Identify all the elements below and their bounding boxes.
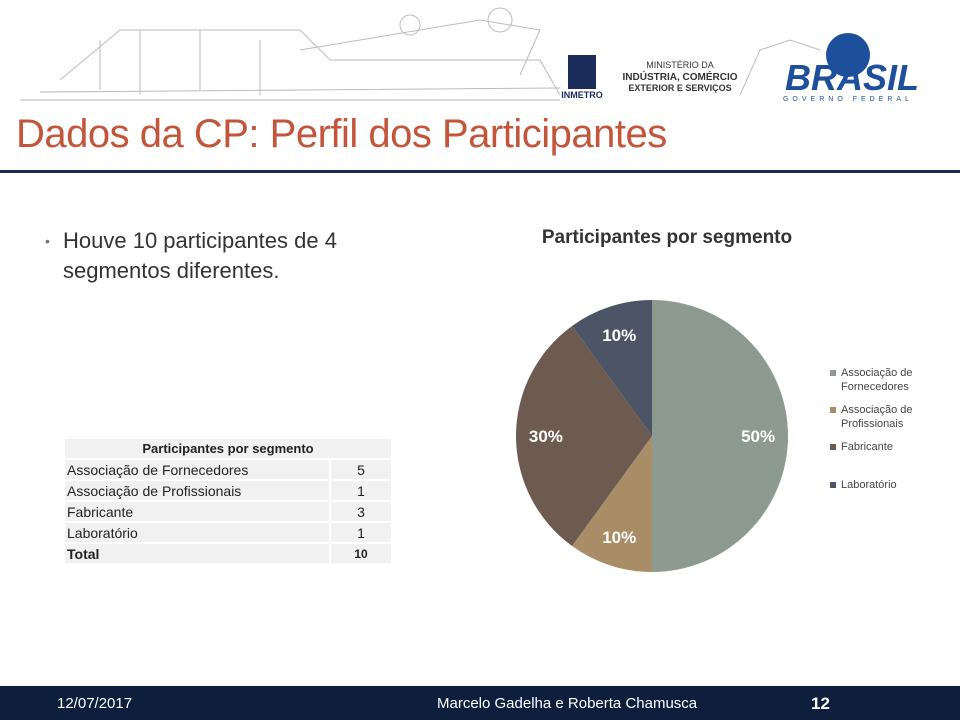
inmetro-text: INMETRO	[561, 90, 603, 100]
table-title: Participantes por segmento	[63, 437, 393, 460]
legend-label: Laboratório	[841, 479, 897, 491]
ministry-line: EXTERIOR E SERVIÇOS	[628, 83, 731, 93]
pie-slice	[572, 300, 652, 436]
data-label: 10%	[602, 326, 636, 345]
table-row: Fabricante 3	[63, 500, 393, 523]
segment-cell: Total	[63, 542, 331, 565]
footer-date: 12/07/2017	[57, 695, 133, 712]
count-cell: 1	[329, 521, 393, 544]
legend-swatch	[830, 444, 836, 450]
governo-text: GOVERNO FEDERAL	[783, 96, 913, 103]
count-cell: 3	[329, 500, 393, 523]
title-rule	[0, 170, 960, 173]
legend-label: Associação de Fornecedores	[841, 367, 913, 393]
segment-cell: Associação de Profissionais	[63, 479, 331, 502]
table-row: Associação de Profissionais 1	[63, 479, 393, 502]
pie-slice	[516, 325, 652, 547]
data-label: 30%	[529, 427, 563, 446]
legend-label: Fabricante	[841, 441, 893, 453]
legend-item: Associação de Profissionais	[830, 403, 949, 431]
bullet-text: Houve 10 participantes de 4 segmentos di…	[63, 228, 337, 283]
legend-item: Laboratório	[830, 478, 949, 492]
legend-swatch	[830, 407, 836, 413]
page-number: 12	[811, 694, 830, 713]
count-cell: 1	[329, 479, 393, 502]
pie-slice	[652, 300, 788, 572]
data-label: 10%	[602, 528, 636, 547]
legend-item: Associação de Fornecedores	[830, 366, 949, 394]
brasil-text: BRASIL	[785, 57, 919, 98]
legend-item: Fabricante	[830, 440, 949, 454]
legend-label: Associação de Profissionais	[841, 404, 913, 430]
count-cell: 5	[329, 458, 393, 481]
table-body: Associação de Fornecedores 5 Associação de…	[63, 458, 393, 565]
table: Participantes por segmento Associação de…	[63, 437, 393, 565]
chart-title: Participantes por segmento	[542, 227, 792, 248]
segment-cell: Fabricante	[63, 500, 331, 523]
bullet-dot: •	[45, 233, 50, 249]
table-row: Total 10	[63, 542, 393, 565]
slide-title: Dados da CP: Perfil dos Participantes	[16, 112, 667, 156]
header-art: INMETRO MINISTÉRIO DA INDÚSTRIA, COMÉRCI…	[20, 7, 919, 103]
segment-cell: Associação de Fornecedores	[63, 458, 331, 481]
footer-authors: Marcelo Gadelha e Roberta Chamusca	[437, 695, 698, 712]
count-cell: 10	[329, 542, 393, 565]
ministry-line: MINISTÉRIO DA	[646, 60, 714, 70]
brasil-globe	[826, 33, 870, 77]
footer: 12/07/2017 Marcelo Gadelha e Roberta Cha…	[0, 686, 960, 720]
legend-swatch	[830, 370, 836, 376]
inmetro-logo	[568, 55, 596, 89]
legend-swatch	[830, 482, 836, 488]
pie-slice	[572, 436, 652, 572]
segment-cell: Laboratório	[63, 521, 331, 544]
pie-chart: Participantes por segmento 50% 10% 30% 10%	[516, 227, 792, 572]
table-row: Laboratório 1	[63, 521, 393, 544]
table-row: Associação de Fornecedores 5	[63, 458, 393, 481]
data-label: 50%	[741, 427, 775, 446]
ministry-line: INDÚSTRIA, COMÉRCIO	[623, 70, 738, 83]
